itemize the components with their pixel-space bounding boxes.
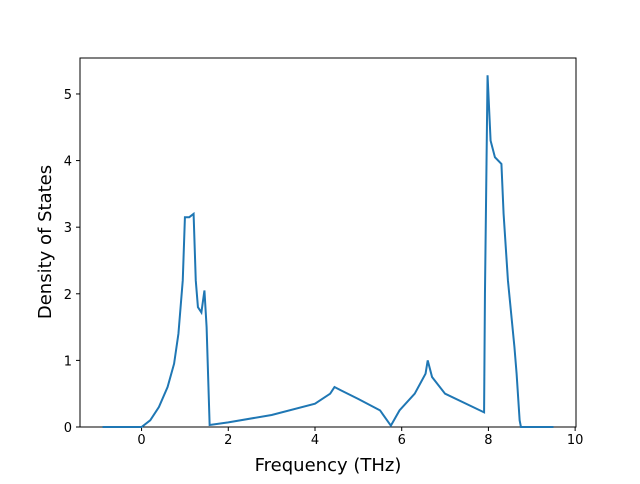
x-axis-label: Frequency (THz) bbox=[255, 455, 402, 476]
x-tick-label: 4 bbox=[311, 433, 319, 448]
y-axis-label: Density of States bbox=[35, 165, 56, 319]
y-tick-label: 2 bbox=[64, 288, 72, 303]
y-tick-label: 1 bbox=[64, 354, 72, 369]
y-tick-label: 3 bbox=[64, 221, 72, 236]
line bbox=[102, 75, 554, 428]
x-tick-label: 8 bbox=[484, 433, 492, 448]
x-tick-label: 6 bbox=[398, 433, 406, 448]
x-tick-label: 10 bbox=[567, 433, 584, 448]
plot-frame bbox=[79, 57, 577, 428]
y-tick-label: 0 bbox=[64, 421, 72, 436]
y-tick-label: 5 bbox=[64, 88, 72, 103]
y-tick-label: 4 bbox=[64, 155, 72, 170]
x-tick-label: 2 bbox=[224, 433, 232, 448]
x-tick-label: 0 bbox=[137, 433, 145, 448]
